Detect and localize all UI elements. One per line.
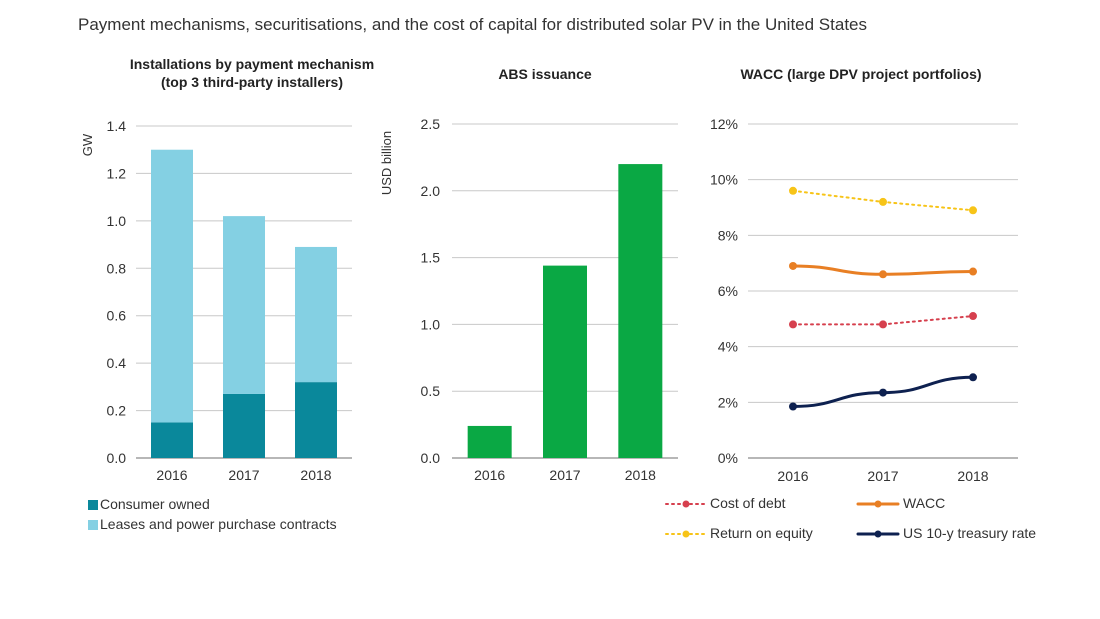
chart3-xtick-label: 2018 <box>957 468 988 484</box>
legend-return-on-equity: Return on equity <box>710 525 813 541</box>
chart1-bar-consumer-owned-2018 <box>295 382 337 458</box>
chart3-title-line-1: WACC (large DPV project portfolios) <box>740 66 981 82</box>
chart1-bar-leases-and-power-purchase-contracts-2017 <box>223 216 265 394</box>
chart1-ytick-label: 0.4 <box>107 355 127 371</box>
legend-marker-return-on-equity <box>682 530 690 538</box>
chart3-point-return-on-equity-2018 <box>969 206 977 215</box>
chart3-ytick-label: 2% <box>718 394 738 410</box>
chart1-ytick-label: 1.0 <box>107 213 127 229</box>
legend-wacc: WACC <box>903 495 945 511</box>
legend-leases: Leases and power purchase contracts <box>88 516 337 532</box>
chart1-ylabel: GW <box>80 133 95 156</box>
chart1-ytick-label: 0.0 <box>107 450 127 466</box>
chart3-point-us-10-y-treasury-rate-2016 <box>789 402 797 411</box>
chart2-xtick-label: 2018 <box>625 467 656 483</box>
chart3-point-return-on-equity-2016 <box>789 186 797 195</box>
chart2-title-line-1: ABS issuance <box>498 66 592 82</box>
chart1-bar-consumer-owned-2016 <box>151 422 193 458</box>
chart1-xtick-label: 2018 <box>300 467 331 483</box>
legend-marker-wacc <box>874 500 882 508</box>
chart1-xtick-label: 2017 <box>228 467 259 483</box>
chart1-ytick-label: 1.2 <box>107 165 127 181</box>
chart3-point-us-10-y-treasury-rate-2017 <box>879 388 887 397</box>
chart3-xtick-label: 2016 <box>777 468 808 484</box>
chart2-bar-abs-2018 <box>618 164 663 458</box>
chart1-title-line-1: Installations by payment mechanism <box>130 56 374 72</box>
chart3-ytick-label: 8% <box>718 227 738 243</box>
chart3-xtick-label: 2017 <box>867 468 898 484</box>
chart3-ytick-label: 6% <box>718 283 738 299</box>
chart1-ytick-label: 1.4 <box>107 118 127 134</box>
legend-treasury: US 10-y treasury rate <box>903 525 1036 541</box>
chart3-point-wacc-2017 <box>879 270 887 279</box>
chart2-ytick-label: 2.5 <box>421 116 441 132</box>
legend-cost-of-debt: Cost of debt <box>710 495 786 511</box>
legend-label-leases: Leases and power purchase contracts <box>100 516 337 532</box>
chart1-bar-consumer-owned-2017 <box>223 393 265 458</box>
chart3-point-us-10-y-treasury-rate-2018 <box>969 373 977 382</box>
chart3-ytick-label: 0% <box>718 450 738 466</box>
chart3-point-return-on-equity-2017 <box>879 197 887 206</box>
legend-label-return-on-equity: Return on equity <box>710 525 813 541</box>
chart2-bar-abs-2017 <box>543 265 587 458</box>
legend-label-consumer-owned: Consumer owned <box>100 496 210 512</box>
chart2-ytick-label: 1.5 <box>421 250 441 266</box>
chart3-ytick-label: 4% <box>718 339 738 355</box>
chart1-ytick-label: 0.8 <box>107 260 127 276</box>
chart2-ytick-label: 2.0 <box>421 183 441 199</box>
chart2-ylabel: USD billion <box>379 131 394 195</box>
legend-swatch-consumer-owned <box>88 500 98 510</box>
chart1-bar-leases-and-power-purchase-contracts-2018 <box>295 246 337 383</box>
chart3-point-wacc-2018 <box>969 267 977 276</box>
legend-consumer-owned: Consumer owned <box>88 496 210 512</box>
chart1-bar-leases-and-power-purchase-contracts-2016 <box>151 149 193 423</box>
chart3-ytick-label: 10% <box>710 172 738 188</box>
legend-swatch-leases <box>88 520 98 530</box>
legend-marker-cost-of-debt <box>682 500 690 508</box>
chart2-xtick-label: 2016 <box>474 467 505 483</box>
chart1-ytick-label: 0.6 <box>107 308 127 324</box>
chart2-xtick-label: 2017 <box>549 467 580 483</box>
chart3-point-wacc-2016 <box>789 261 797 270</box>
chart3-point-cost-of-debt-2017 <box>879 320 887 329</box>
chart1-title-line-2: (top 3 third-party installers) <box>161 74 343 90</box>
legend-label-treasury: US 10-y treasury rate <box>903 525 1037 541</box>
chart2-ytick-label: 0.0 <box>421 450 441 466</box>
chart1-xtick-label: 2016 <box>156 467 187 483</box>
chart2-bar-abs-2016 <box>467 425 512 458</box>
chart3-point-cost-of-debt-2016 <box>789 320 797 329</box>
legend-marker-us-10-y-treasury-rate <box>874 530 882 538</box>
legend-label-cost-of-debt: Cost of debt <box>710 495 786 511</box>
chart3-ytick-label: 12% <box>710 116 738 132</box>
chart2-ytick-label: 0.5 <box>421 383 441 399</box>
main-title: Payment mechanisms, securitisations, and… <box>78 15 867 34</box>
chart2-ytick-label: 1.0 <box>421 316 441 332</box>
chart3-point-cost-of-debt-2018 <box>969 312 977 321</box>
legend-label-wacc: WACC <box>903 495 946 511</box>
chart1-ytick-label: 0.2 <box>107 403 127 419</box>
